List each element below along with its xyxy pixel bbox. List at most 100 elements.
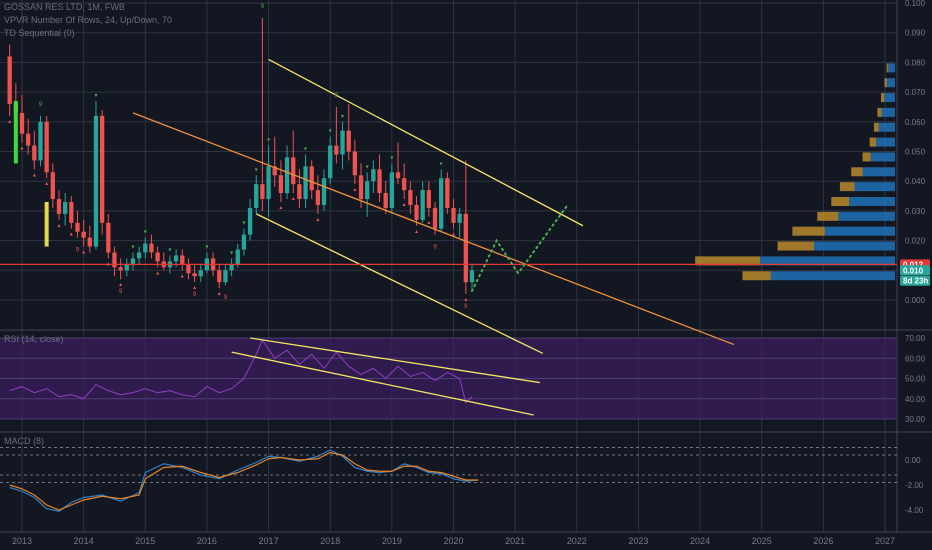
price-candles bbox=[7, 17, 475, 295]
vpvr-down-bar bbox=[792, 226, 825, 236]
price-tick-label: 0.050 bbox=[905, 148, 926, 157]
vpvr-up-bar bbox=[888, 63, 895, 73]
vpvr-down-bar bbox=[695, 256, 760, 266]
candle-up bbox=[284, 157, 290, 194]
td-count-label: 9 bbox=[464, 304, 468, 310]
rsi-tick-label: 30.00 bbox=[905, 415, 926, 424]
vpvr-up-bar bbox=[870, 152, 895, 162]
candle-up bbox=[223, 270, 228, 283]
time-tick-label: 2019 bbox=[382, 536, 402, 546]
vpvr-down-bar bbox=[817, 211, 839, 221]
td-up-mark: ▾ bbox=[267, 138, 270, 144]
candle-up bbox=[143, 243, 148, 253]
macd-tick-label: -2.00 bbox=[905, 481, 924, 490]
vpvr-legend[interactable]: VPVR Number Of Rows, 24, Up/Down, 70 bbox=[4, 15, 173, 25]
td-count-label: 9 bbox=[39, 102, 43, 108]
symbol-legend[interactable]: GOSSAN RES LTD, 1M, FWB bbox=[4, 2, 125, 12]
vpvr-up-bar bbox=[878, 122, 895, 132]
volume-profile bbox=[695, 63, 895, 281]
td-down-mark: ▴ bbox=[452, 232, 455, 238]
td-up-mark: ▾ bbox=[168, 247, 171, 253]
td-count-label: 9 bbox=[119, 289, 123, 295]
td-down-mark: ▴ bbox=[57, 223, 60, 229]
channel-upper-yellow bbox=[268, 58, 584, 227]
candle-up bbox=[303, 166, 308, 200]
candle-up bbox=[439, 178, 444, 229]
td-down-mark: ▴ bbox=[403, 202, 406, 208]
rsi-pane bbox=[9, 337, 540, 416]
candle-down bbox=[26, 133, 31, 146]
candle-down bbox=[451, 207, 456, 223]
price-tick-label: 0.100 bbox=[905, 0, 926, 8]
candle-down bbox=[445, 178, 450, 208]
vpvr-down-bar bbox=[884, 78, 887, 88]
time-tick-label: 2024 bbox=[690, 536, 710, 546]
candle-up bbox=[130, 258, 136, 265]
candle-down bbox=[377, 169, 382, 194]
candle-up bbox=[173, 255, 179, 262]
candle-down bbox=[260, 184, 265, 200]
rsi-trendline bbox=[231, 351, 534, 416]
rsi-tick-label: 60.00 bbox=[905, 354, 926, 363]
candle-up bbox=[266, 166, 271, 200]
price-tag-label: 8d 23h bbox=[903, 277, 928, 286]
td-count-label: 9 bbox=[76, 248, 80, 254]
td-down-mark: ▴ bbox=[378, 205, 381, 211]
td-down-mark: ▴ bbox=[218, 291, 221, 297]
candle-up bbox=[254, 184, 259, 208]
candle-down bbox=[315, 190, 321, 205]
candle-down bbox=[291, 157, 296, 185]
td-down-mark: ▴ bbox=[353, 187, 356, 193]
vpvr-down-bar bbox=[851, 167, 863, 177]
time-axis[interactable]: 2013 2014 2015 2016 2017 2018 2019 2020 2021 2022… bbox=[0, 531, 932, 546]
highlight-candle-yellow bbox=[44, 201, 49, 247]
candle-up bbox=[136, 252, 142, 259]
candle-down bbox=[186, 264, 191, 274]
td-count-label: 9 bbox=[193, 292, 197, 298]
vpvr-down-bar bbox=[877, 107, 882, 117]
price-tag-label: 0.010 bbox=[903, 266, 924, 275]
td-down-mark: ▴ bbox=[107, 261, 110, 267]
price-tag-bg bbox=[900, 265, 930, 276]
time-tick-label: 2022 bbox=[567, 536, 587, 546]
td-up-mark: ▾ bbox=[230, 250, 233, 256]
time-tick-label: 2015 bbox=[135, 536, 155, 546]
candle-up bbox=[198, 270, 203, 277]
td-up-mark: ▾ bbox=[205, 244, 208, 250]
candle-down bbox=[87, 237, 92, 247]
rsi-band bbox=[0, 337, 897, 420]
price-tag-label: 0.012 bbox=[903, 260, 924, 269]
time-tick-label: 2026 bbox=[813, 536, 833, 546]
td-up-mark: ▾ bbox=[131, 244, 134, 250]
td-sequential-markers: ▴▴▴▴▴▴▴▾▴▴▾▾▴▾▴▴▾▴▾▾▾▾▴▴▾▴▾▾▴▾▴▾▴▴▴▾▴▴99… bbox=[8, 4, 468, 310]
price-axis[interactable]: 0.100 0.090 0.080 0.070 0.060 0.050 0.040 0.030… bbox=[900, 0, 930, 515]
candle-down bbox=[149, 243, 154, 253]
candle-down bbox=[192, 273, 197, 277]
rsi-trendline bbox=[249, 337, 540, 384]
projection-path bbox=[470, 203, 569, 293]
td-count-label: 9 bbox=[433, 245, 437, 251]
price-tick-label: 0.040 bbox=[905, 177, 926, 186]
td-down-mark: ▴ bbox=[156, 270, 159, 276]
candle-down bbox=[309, 166, 314, 191]
vpvr-down-bar bbox=[869, 137, 877, 147]
vpvr-up-bar bbox=[814, 241, 895, 251]
vpvr-up-bar bbox=[886, 78, 895, 88]
time-tick-label: 2014 bbox=[74, 536, 94, 546]
td-down-mark: ▴ bbox=[45, 181, 48, 187]
candle-up bbox=[420, 190, 425, 220]
price-tag-bg bbox=[900, 275, 930, 286]
td-legend[interactable]: TD Sequential (0) bbox=[4, 28, 75, 38]
td-down-mark: ▴ bbox=[415, 229, 418, 235]
td-up-mark: ▾ bbox=[341, 114, 344, 120]
td-down-mark: ▴ bbox=[427, 220, 430, 226]
candle-down bbox=[56, 199, 62, 214]
price-tick-label: 0.000 bbox=[905, 296, 926, 305]
rsi-legend[interactable]: RSI (14, close) bbox=[4, 334, 64, 344]
td-up-mark: ▾ bbox=[304, 146, 307, 152]
candle-up bbox=[340, 130, 345, 155]
trend-channels bbox=[0, 58, 897, 355]
macd-legend[interactable]: MACD (8) bbox=[4, 436, 44, 446]
vpvr-up-bar bbox=[760, 256, 895, 266]
